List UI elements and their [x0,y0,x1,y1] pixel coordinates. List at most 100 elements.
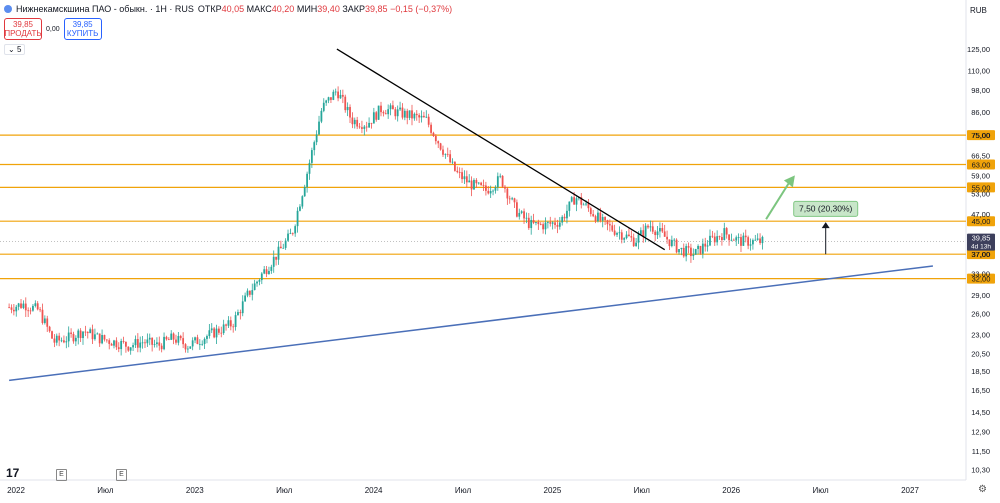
candle-body [437,141,440,144]
y-tick-label: 14,50 [971,408,990,417]
candle-body [392,105,394,110]
target-arrow-line[interactable] [765,180,791,220]
candle-body [134,339,137,346]
level-price-label: 63,00 [972,161,991,170]
candle-body [730,239,733,241]
buy-button[interactable]: 39,85 КУПИТЬ [63,18,102,40]
candle-body [74,337,77,342]
level-price-label: 37,00 [972,250,991,259]
candle-body [356,119,359,127]
candle-body [156,342,158,345]
candle-body [473,179,475,190]
candle-body [208,330,211,337]
candle-body [265,269,268,275]
y-tick-label: 98,00 [971,86,990,95]
candle-body [501,175,504,187]
candle-body [296,210,299,227]
candle-body [725,228,728,235]
candle-body [84,331,87,333]
candle-body [67,332,70,342]
candle-body [523,211,525,219]
descending-trendline[interactable] [336,48,666,251]
candle-body [258,280,261,282]
candle-body [511,198,514,200]
candle-body [561,216,564,223]
y-tick-label: 53,00 [971,190,990,199]
earnings-event-marker[interactable]: E [116,469,127,481]
x-tick-label: 2027 [901,486,919,495]
settings-gear-icon[interactable]: ⚙ [978,484,987,495]
candle-body [380,105,382,113]
candle-body [697,245,699,250]
candle-body [110,343,113,346]
candle-body [752,240,754,245]
candle-body [742,235,745,246]
candle-body [43,318,46,323]
x-tick-label: 2024 [365,486,383,495]
candle-body [101,335,103,344]
measure-label-box[interactable] [793,200,859,217]
symbol-name[interactable]: Нижнекамскшина ПАО - обыкн. · 1Н · RUS [16,4,194,14]
tradingview-logo-icon[interactable]: 17 [6,466,20,480]
candle-body [451,161,454,163]
candle-body [463,176,466,180]
candle-body [158,342,161,346]
currency-label[interactable]: RUB [970,6,987,15]
candle-body [461,172,463,180]
ascending-trendline[interactable] [9,265,933,382]
candle-body [129,347,132,351]
candle-body [632,237,635,247]
candle-body [711,235,714,237]
candle-body [184,344,187,350]
candle-body [659,228,661,232]
candle-body [551,222,554,224]
level-price-label-box [967,249,995,260]
candle-body [325,100,328,103]
x-tick-label: 2023 [186,486,204,495]
candle-body [399,107,401,110]
candle-body [692,254,695,257]
candle-body [227,320,230,326]
candle-body [475,179,478,184]
candle-body [661,228,664,232]
candle-body [573,197,576,205]
candle-body [487,190,490,194]
candle-body [94,334,96,340]
company-logo-icon [4,5,12,13]
interval-toggle[interactable]: ⌄ 5 [4,44,26,55]
candle-body [251,290,254,295]
candle-body [439,143,442,150]
candle-body [172,333,175,340]
y-tick-label: 47,00 [971,210,990,219]
candle-body [358,126,361,128]
candle-body [260,273,263,281]
candle-body [625,234,628,239]
candle-body [504,186,506,189]
candle-body [79,330,82,339]
candle-body [699,245,702,254]
candle-body [597,212,599,222]
candle-body [389,105,392,110]
candle-body [732,239,735,241]
candle-body [148,337,151,340]
candle-body [175,339,177,343]
candle-body [215,328,218,338]
candle-body [582,204,585,206]
candle-body [105,339,108,341]
buy-label: КУПИТЬ [66,29,99,38]
sell-button[interactable]: 39,85 ПРОДАТЬ [4,18,42,40]
y-tick-label: 26,00 [971,310,990,319]
candle-body [747,237,750,246]
buy-price: 39,85 [72,20,93,29]
candle-body [465,176,468,183]
candle-body [270,266,273,271]
candle-body [580,197,583,205]
candle-body [592,214,595,217]
candle-body [60,340,63,342]
candle-body [718,236,721,238]
y-tick-label: 33,00 [971,269,990,278]
earnings-event-marker[interactable]: E [56,469,67,481]
candle-body [20,303,22,308]
